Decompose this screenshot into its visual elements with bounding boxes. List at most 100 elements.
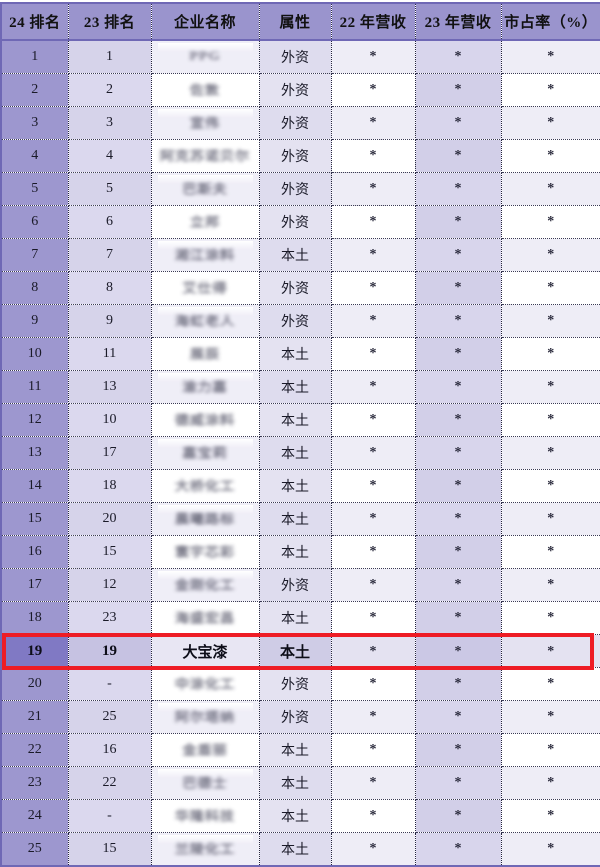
table-row[interactable]: 8 8 艾仕得 外资 * * * (1, 271, 600, 305)
cell-rev22-censored: * (331, 634, 416, 668)
cell-rank24: 3 (1, 106, 69, 140)
censored-value: * (369, 313, 377, 328)
censored-value: * (369, 49, 377, 64)
cell-company-name: 晨曦路标 (151, 502, 260, 536)
cell-rank24: 18 (1, 601, 69, 635)
censored-value: * (547, 247, 555, 262)
cell-rev23-censored: * (415, 337, 502, 371)
cell-attr: 本土 (259, 766, 332, 800)
cell-company-name: 海盛宏昌 (151, 601, 260, 635)
censored-value: * (547, 49, 555, 64)
cell-company-name: 金盾丽 (151, 733, 260, 767)
censored-value: * (454, 709, 462, 724)
cell-rank23: 16 (68, 733, 152, 767)
cell-attr: 本土 (259, 535, 332, 569)
censored-value: * (369, 280, 377, 295)
censored-value: * (454, 313, 462, 328)
table-row[interactable]: 5 5 巴斯夫 外资 * * * (1, 172, 600, 206)
cell-company-name: 阿克苏诺贝尔 (151, 139, 260, 173)
cell-rev22-censored: * (331, 667, 416, 701)
cell-rank23: 2 (68, 73, 152, 107)
cell-company-name: 大宝漆 (151, 634, 260, 668)
table-row[interactable]: 17 12 金刚化工 外资 * * * (1, 568, 600, 602)
table-row[interactable]: 14 18 大桥化工 本土 * * * (1, 469, 600, 503)
table-row[interactable]: 1 1 PPG 外资 * * * (1, 40, 600, 74)
cell-attr: 外资 (259, 73, 332, 107)
column-header-rank24: 24 排名 (1, 3, 69, 41)
table-row[interactable]: 16 15 寰宇芯彩 本土 * * * (1, 535, 600, 569)
table-row[interactable]: 3 3 宣伟 外资 * * * (1, 106, 600, 140)
cell-rank24: 12 (1, 403, 69, 437)
table-row[interactable]: 20- 中涂化工 外资 * * * (1, 667, 600, 701)
censored-value: * (454, 82, 462, 97)
cell-rev22-censored: * (331, 172, 416, 206)
cell-rank24: 22 (1, 733, 69, 767)
table-row[interactable]: 7 7 湘江涂料 本土 * * * (1, 238, 600, 272)
table-row[interactable]: 19 19 大宝漆 本土 * * * (1, 634, 600, 668)
censored-value: * (547, 280, 555, 295)
censored-value: * (547, 610, 555, 625)
cell-attr: 外资 (259, 139, 332, 173)
cell-rev22-censored: * (331, 799, 416, 833)
cell-attr: 外资 (259, 106, 332, 140)
censored-company-name: PPG (189, 49, 221, 64)
table-row[interactable]: 25 15 兰陵化工 本土 * * * (1, 832, 600, 867)
table-row[interactable]: 11 13 渝力嘉 本土 * * * (1, 370, 600, 404)
cell-share-censored: * (501, 436, 600, 470)
censored-company-name: 湘江涂料 (175, 249, 235, 264)
cell-attr: 外资 (259, 700, 332, 734)
table-row[interactable]: 12 10 德威涂料 本土 * * * (1, 403, 600, 437)
cell-rank23: 6 (68, 205, 152, 239)
table-row[interactable]: 18 23 海盛宏昌 本土 * * * (1, 601, 600, 635)
cell-rev23-censored: * (415, 667, 502, 701)
table-row[interactable]: 6 6 立邦 外资 * * * (1, 205, 600, 239)
cell-rev22-censored: * (331, 205, 416, 239)
censored-value: * (369, 82, 377, 97)
cell-company-name: 寰宇芯彩 (151, 535, 260, 569)
cell-rev22-censored: * (331, 535, 416, 569)
censored-value: * (547, 148, 555, 163)
table-row[interactable]: 4 4 阿克苏诺贝尔 外资 * * * (1, 139, 600, 173)
censored-value: * (547, 841, 555, 856)
table-row[interactable]: 24- 华隆科技 本土 * * * (1, 799, 600, 833)
table-row[interactable]: 10 11 展辰 本土 * * * (1, 337, 600, 371)
table-row[interactable]: 22 16 金盾丽 本土 * * * (1, 733, 600, 767)
cell-rev23-censored: * (415, 73, 502, 107)
censored-value: * (369, 808, 377, 823)
cell-rev23-censored: * (415, 832, 502, 867)
censored-value: * (454, 577, 462, 592)
cell-rev23-censored: * (415, 139, 502, 173)
table-row[interactable]: 15 20 晨曦路标 本土 * * * (1, 502, 600, 536)
censored-company-name: 宣伟 (190, 117, 220, 132)
cell-share-censored: * (501, 601, 600, 635)
cell-rev23-censored: * (415, 733, 502, 767)
censored-value: * (454, 676, 462, 691)
cell-rank23: 22 (68, 766, 152, 800)
cell-rev23-censored: * (415, 634, 502, 668)
cell-company-name: 嘉宝莉 (151, 436, 260, 470)
table-row[interactable]: 9 9 海虹老人 外资 * * * (1, 304, 600, 338)
censored-value: * (547, 544, 555, 559)
cell-rev23-censored: * (415, 799, 502, 833)
cell-rank23: 15 (68, 832, 152, 867)
censored-value: * (369, 478, 377, 493)
cell-rank24: 5 (1, 172, 69, 206)
cell-share-censored: * (501, 73, 600, 107)
censored-value: * (454, 49, 462, 64)
cell-rank23: 3 (68, 106, 152, 140)
cell-share-censored: * (501, 304, 600, 338)
cell-rev22-censored: * (331, 700, 416, 734)
cell-attr: 本土 (259, 502, 332, 536)
table-row[interactable]: 13 17 嘉宝莉 本土 * * * (1, 436, 600, 470)
table-row[interactable]: 2 2 佐敦 外资 * * * (1, 73, 600, 107)
table-row[interactable]: 23 22 巴德士 本土 * * * (1, 766, 600, 800)
cell-rank23: 25 (68, 700, 152, 734)
cell-share-censored: * (501, 139, 600, 173)
censored-value: * (454, 511, 462, 526)
table-row[interactable]: 21 25 阿尔塔纳 外资 * * * (1, 700, 600, 734)
cell-company-name: 艾仕得 (151, 271, 260, 305)
cell-attr: 本土 (259, 436, 332, 470)
censored-company-name: 巴斯夫 (182, 183, 228, 198)
cell-rank23: 7 (68, 238, 152, 272)
